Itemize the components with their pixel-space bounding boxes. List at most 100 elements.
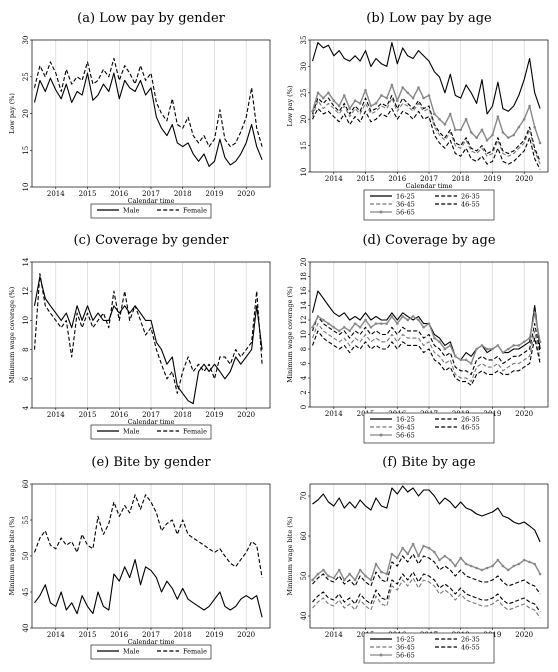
chart-panel-3: (c) Coverage by gender 4 6 8 10 12 14 2014 2015 2… bbox=[8, 233, 271, 440]
series-point-56-65 bbox=[353, 578, 357, 582]
series-point-56-65 bbox=[443, 123, 447, 126]
series-point-56-65 bbox=[491, 564, 494, 568]
series-line-Female bbox=[33, 57, 263, 148]
x-tick-label: 2020 bbox=[515, 631, 533, 639]
x-tick-label: 2016 bbox=[110, 631, 128, 639]
y-tick-label: 14 bbox=[300, 301, 308, 310]
legend-entry: 16-25 bbox=[396, 192, 415, 200]
series-point-56-65 bbox=[528, 560, 531, 564]
series-point-56-65 bbox=[538, 340, 542, 344]
series-line-16-25 bbox=[312, 485, 541, 543]
series-point-56-65 bbox=[311, 325, 314, 329]
series-point-56-65 bbox=[337, 568, 341, 572]
series-point-56-65 bbox=[411, 96, 415, 100]
series-point-56-65 bbox=[501, 131, 505, 134]
series-point-56-65 bbox=[485, 566, 489, 570]
legend-entry: Female bbox=[183, 206, 207, 214]
series-point-56-65 bbox=[322, 318, 325, 322]
x-tick-label: 2017 bbox=[142, 631, 160, 639]
series-point-56-65 bbox=[380, 570, 383, 574]
series-point-56-65 bbox=[512, 344, 516, 347]
series-point-56-65 bbox=[406, 318, 410, 322]
y-tick-label: 20 bbox=[300, 115, 308, 124]
series-point-56-65 bbox=[517, 562, 521, 566]
legend-entry: 26-35 bbox=[461, 192, 480, 200]
y-tick-label: 18 bbox=[300, 272, 308, 281]
series-point-56-65 bbox=[369, 104, 373, 108]
legend-entry: 36-45 bbox=[396, 423, 415, 431]
series-point-56-65 bbox=[401, 86, 404, 89]
x-axis-label: Calendar time bbox=[406, 182, 453, 190]
y-tick-label: 60 bbox=[22, 480, 30, 489]
y-tick-label: 15 bbox=[300, 141, 308, 150]
x-tick-label: 2018 bbox=[174, 411, 192, 419]
series-line-46-55 bbox=[312, 553, 541, 595]
series-point-56-65 bbox=[433, 550, 436, 554]
series-point-56-65 bbox=[491, 347, 494, 351]
series-point-56-65 bbox=[322, 568, 325, 572]
legend-entry: 16-25 bbox=[396, 635, 415, 643]
x-tick-label: 2014 bbox=[47, 411, 65, 419]
x-tick-label: 2020 bbox=[237, 411, 255, 419]
series-point-56-65 bbox=[417, 318, 420, 322]
series-point-56-65 bbox=[369, 325, 373, 329]
series-point-56-65 bbox=[533, 125, 536, 129]
y-tick-label: 30 bbox=[300, 62, 308, 71]
series-point-56-65 bbox=[438, 558, 441, 562]
legend-entry: 46-55 bbox=[461, 423, 480, 431]
series-point-56-65 bbox=[390, 315, 394, 318]
series-line-36-45 bbox=[312, 577, 541, 619]
series-point-56-65 bbox=[316, 572, 320, 576]
legend-entry: Male bbox=[123, 206, 140, 214]
series-point-56-65 bbox=[401, 315, 404, 318]
series-point-56-65 bbox=[528, 104, 531, 108]
y-axis-label: Minimum wage coverage (%) bbox=[286, 286, 294, 383]
x-tick-label: 2017 bbox=[142, 190, 160, 198]
x-tick-label: 2018 bbox=[174, 190, 192, 198]
series-point-56-65 bbox=[438, 340, 441, 344]
y-tick-label: 6 bbox=[22, 376, 30, 381]
series-point-56-65 bbox=[501, 351, 505, 354]
y-tick-label: 55 bbox=[22, 516, 30, 525]
legend-entry: 26-35 bbox=[461, 635, 480, 643]
series-point-56-65 bbox=[358, 325, 362, 329]
series-point-56-65 bbox=[475, 347, 478, 351]
series-point-56-65 bbox=[469, 564, 473, 568]
series-point-56-65 bbox=[459, 128, 463, 132]
legend: 16-25 26-35 36-45 46-55 56-65 bbox=[363, 189, 495, 221]
series-point-56-65 bbox=[538, 572, 542, 576]
y-tick-label: 4 bbox=[22, 405, 30, 410]
series-point-56-65 bbox=[475, 566, 478, 570]
series-point-56-65 bbox=[533, 311, 536, 315]
y-tick-label: 25 bbox=[22, 72, 30, 81]
series-point-56-65 bbox=[512, 133, 516, 137]
x-tick-label: 2014 bbox=[325, 175, 343, 183]
y-tick-label: 50 bbox=[22, 552, 30, 561]
legend-entry: Male bbox=[123, 647, 140, 655]
chart-panel-5: (e) Bite by gender 40 45 50 55 60 2014 2015 2016… bbox=[8, 455, 271, 660]
legend-marker bbox=[379, 653, 383, 657]
series-point-56-65 bbox=[433, 336, 436, 340]
y-tick-label: 45 bbox=[22, 588, 30, 597]
chart-title: (d) Coverage by age bbox=[362, 233, 495, 248]
series-point-56-65 bbox=[348, 572, 351, 576]
series-line-26-35 bbox=[312, 571, 541, 613]
series-point-56-65 bbox=[517, 344, 521, 347]
x-tick-label: 2019 bbox=[206, 411, 224, 419]
series-point-56-65 bbox=[406, 552, 410, 556]
legend-box bbox=[90, 644, 212, 660]
legend-entry: 36-45 bbox=[396, 200, 415, 208]
series-point-56-65 bbox=[507, 568, 510, 572]
y-tick-label: 6 bbox=[300, 361, 308, 366]
series-point-56-65 bbox=[316, 91, 320, 95]
series-point-56-65 bbox=[507, 347, 510, 351]
series-point-56-65 bbox=[443, 554, 447, 558]
x-tick-label: 2016 bbox=[110, 190, 128, 198]
series-point-56-65 bbox=[501, 564, 505, 568]
legend-marker bbox=[379, 433, 383, 437]
series-point-56-65 bbox=[512, 564, 516, 568]
y-tick-label: 70 bbox=[300, 492, 308, 501]
y-tick-label: 0 bbox=[300, 405, 308, 409]
x-tick-label: 2019 bbox=[206, 631, 224, 639]
